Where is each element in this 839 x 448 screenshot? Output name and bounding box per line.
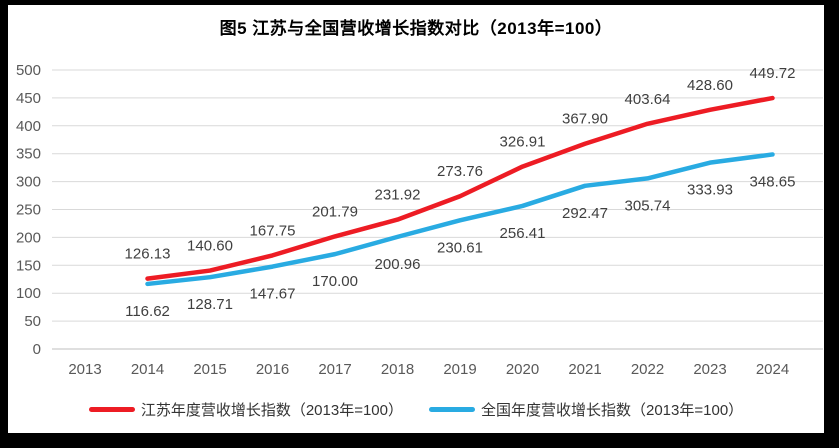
- x-axis-tick-label: 2024: [756, 361, 789, 378]
- y-axis-tick-label: 450: [16, 90, 41, 107]
- jiangsu-data-label: 428.60: [687, 77, 733, 94]
- national-data-label: 348.65: [750, 173, 796, 190]
- x-axis-tick-label: 2018: [381, 361, 414, 378]
- y-axis-tick-label: 300: [16, 174, 41, 191]
- jiangsu-data-label: 201.79: [312, 203, 358, 220]
- x-axis-tick-label: 2017: [318, 361, 351, 378]
- chart-legend: 江苏年度营收增长指数（2013年=100） 全国年度营收增长指数（2013年=1…: [8, 399, 824, 420]
- national-data-label: 147.67: [250, 286, 296, 303]
- national-line-swatch-icon: [429, 407, 475, 412]
- national-data-label: 333.93: [687, 182, 733, 199]
- jiangsu-data-label: 126.13: [125, 246, 171, 263]
- y-axis-tick-label: 100: [16, 285, 41, 302]
- y-axis-tick-label: 50: [24, 313, 41, 330]
- x-axis-tick-label: 2022: [631, 361, 664, 378]
- national-data-label: 230.61: [437, 239, 483, 256]
- y-axis-tick-label: 350: [16, 146, 41, 163]
- x-axis-tick-label: 2023: [693, 361, 726, 378]
- national-data-label: 116.62: [125, 303, 170, 320]
- legend-label-national: 全国年度营收增长指数（2013年=100）: [481, 402, 744, 419]
- jiangsu-data-label: 403.64: [625, 91, 671, 108]
- jiangsu-data-label: 273.76: [437, 163, 483, 180]
- x-axis-tick-label: 2013: [68, 361, 101, 378]
- y-axis-tick-label: 0: [33, 341, 41, 358]
- x-axis-tick-label: 2019: [443, 361, 476, 378]
- jiangsu-data-label: 140.60: [187, 238, 233, 255]
- national-data-label: 200.96: [375, 256, 421, 273]
- y-axis-tick-label: 250: [16, 202, 41, 219]
- jiangsu-data-label: 326.91: [500, 134, 546, 151]
- x-axis-tick-label: 2015: [193, 361, 226, 378]
- jiangsu-series-line: [145, 95, 775, 281]
- legend-label-jiangsu: 江苏年度营收增长指数（2013年=100）: [140, 402, 403, 419]
- jiangsu-data-label: 231.92: [375, 187, 421, 204]
- y-axis-tick-label: 150: [16, 257, 41, 274]
- chart-title: 图5 江苏与全国营收增长指数对比（2013年=100）: [219, 19, 613, 38]
- y-axis-tick-label: 400: [16, 118, 41, 135]
- y-axis-tick-label: 500: [16, 62, 41, 79]
- x-axis-tick-label: 2020: [506, 361, 539, 378]
- jiangsu-data-label: 367.90: [562, 111, 608, 128]
- national-data-label: 128.71: [187, 296, 233, 313]
- x-axis-tick-label: 2016: [256, 361, 289, 378]
- jiangsu-data-label: 449.72: [750, 65, 796, 82]
- national-data-label: 256.41: [500, 225, 546, 242]
- x-axis-tick-label: 2021: [568, 361, 601, 378]
- national-data-label: 305.74: [625, 197, 671, 214]
- legend-item-jiangsu: 江苏年度营收增长指数（2013年=100）: [88, 399, 403, 420]
- chart-card: [8, 5, 824, 433]
- x-axis-tick-label: 2014: [131, 361, 164, 378]
- national-series-line: [145, 152, 775, 287]
- y-axis-tick-label: 200: [16, 229, 41, 246]
- jiangsu-line-swatch-icon: [88, 407, 135, 412]
- national-data-label: 170.00: [312, 273, 358, 290]
- national-data-label: 292.47: [562, 205, 608, 222]
- legend-item-national: 全国年度营收增长指数（2013年=100）: [429, 399, 743, 420]
- jiangsu-data-label: 167.75: [250, 222, 296, 239]
